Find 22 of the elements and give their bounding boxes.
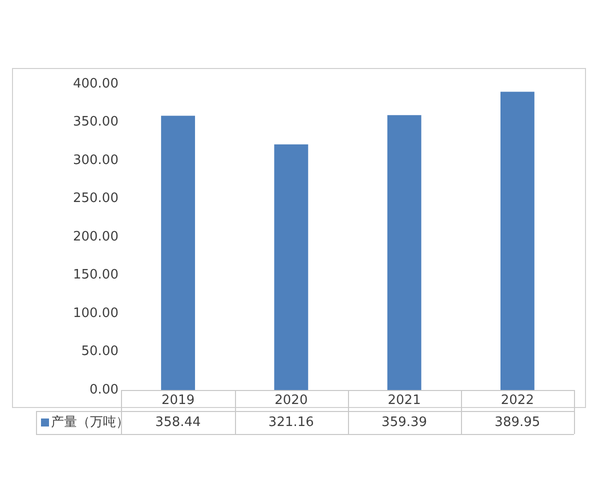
data-label: 321.16 [268, 414, 314, 430]
x-tick-label: 2020 [274, 392, 308, 408]
bar [500, 92, 534, 390]
y-tick-label: 50.00 [81, 344, 118, 360]
y-tick-label: 200.00 [72, 229, 118, 244]
y-tick-label: 0.00 [90, 382, 118, 398]
data-label: 358.44 [155, 414, 201, 430]
y-tick-label: 300.00 [72, 152, 118, 168]
bar [274, 144, 308, 390]
x-tick-label: 2019 [162, 392, 195, 408]
y-tick-label: 400.00 [72, 76, 118, 92]
bar [161, 116, 196, 390]
data-label: 359.39 [382, 414, 428, 430]
y-tick-label: 100.00 [72, 306, 118, 321]
y-tick-label: 150.00 [72, 268, 118, 283]
legend-label: 产量（万吨） [51, 414, 129, 430]
data-label: 389.95 [494, 414, 540, 430]
y-tick-label: 250.00 [72, 191, 118, 206]
bar [387, 115, 422, 390]
x-tick-label: 2022 [500, 392, 534, 408]
y-tick-label: 350.00 [72, 114, 118, 130]
x-tick-label: 2021 [388, 392, 421, 408]
